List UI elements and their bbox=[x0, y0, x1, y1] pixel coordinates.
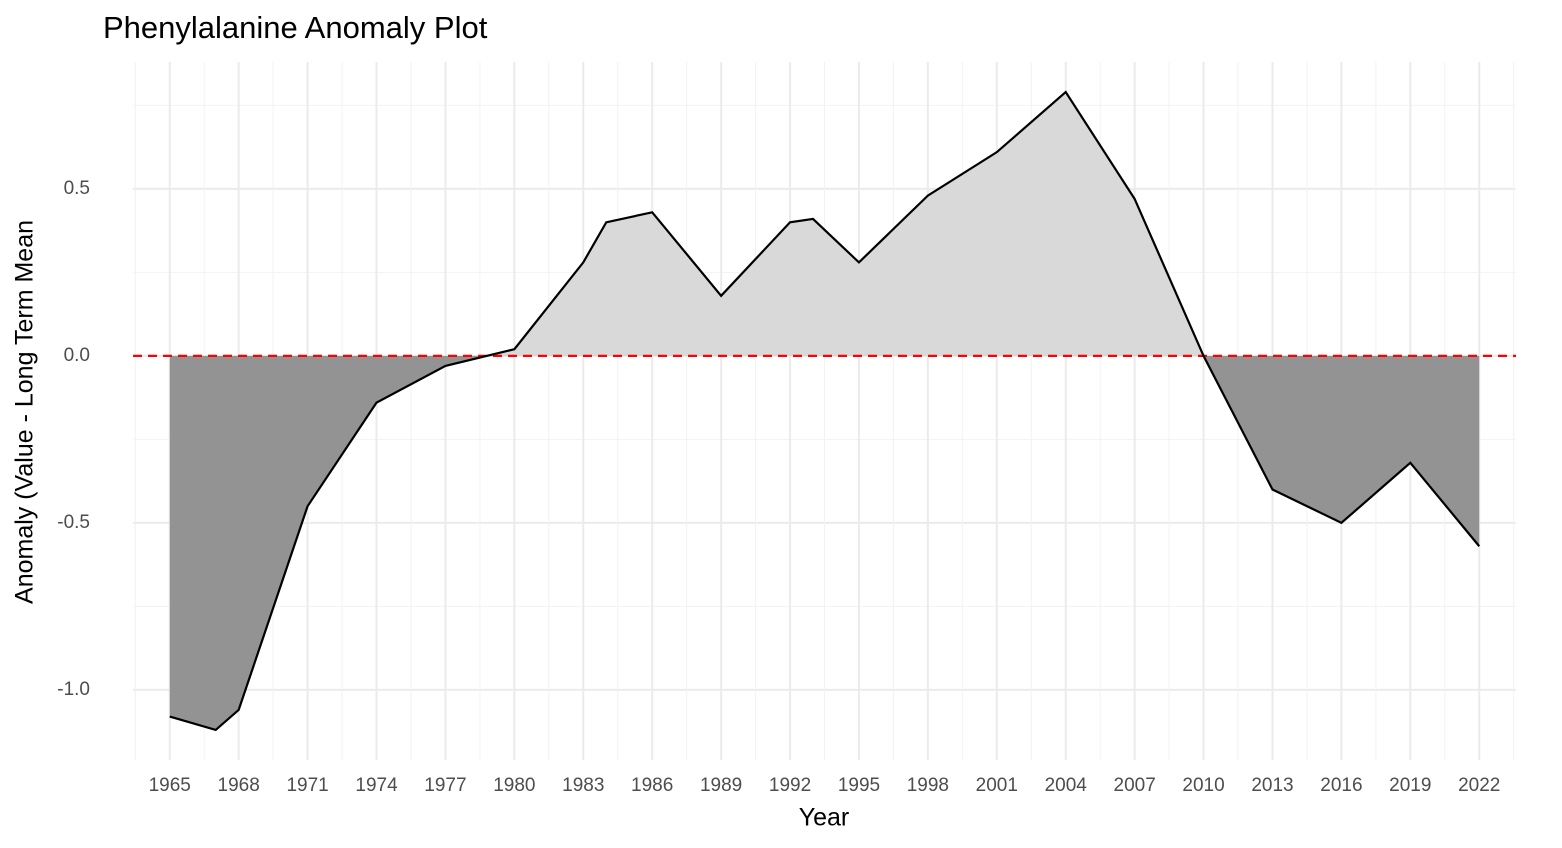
x-tick-label: 1989 bbox=[700, 775, 742, 796]
y-tick-label: -1.0 bbox=[57, 679, 90, 700]
x-tick-label: 1980 bbox=[493, 775, 535, 796]
x-axis-label: Year bbox=[799, 804, 850, 832]
y-tick-label: 0.5 bbox=[64, 178, 90, 199]
x-tick-label: 2016 bbox=[1320, 775, 1362, 796]
positive-area bbox=[486, 92, 1204, 356]
x-tick-label: 2019 bbox=[1389, 775, 1431, 796]
x-tick-label: 2007 bbox=[1114, 775, 1156, 796]
x-tick-label: 1986 bbox=[631, 775, 673, 796]
x-tick-label: 2004 bbox=[1045, 775, 1088, 796]
negative-area bbox=[169, 355, 1480, 730]
x-tick-label: 2013 bbox=[1251, 775, 1293, 796]
chart-title: Phenylalanine Anomaly Plot bbox=[103, 10, 488, 45]
x-tick-label: 1974 bbox=[355, 775, 398, 796]
x-tick-label: 2010 bbox=[1182, 775, 1224, 796]
x-tick-label: 2022 bbox=[1458, 775, 1500, 796]
x-tick-label: 1971 bbox=[286, 775, 328, 796]
x-tick-label: 1998 bbox=[907, 775, 949, 796]
x-tick-label: 2001 bbox=[976, 775, 1018, 796]
line bbox=[169, 90, 1481, 732]
y-tick-label: 0.0 bbox=[64, 345, 90, 366]
y-axis-label: Anomaly (Value - Long Term Mean bbox=[11, 220, 39, 604]
x-tick-label: 1992 bbox=[769, 775, 811, 796]
y-tick-label: -0.5 bbox=[57, 512, 90, 533]
x-tick-label: 1968 bbox=[218, 775, 260, 796]
x-tick-label: 1977 bbox=[424, 775, 466, 796]
x-tick-label: 1995 bbox=[838, 775, 880, 796]
x-tick-label: 1965 bbox=[149, 775, 191, 796]
x-tick-label: 1983 bbox=[562, 775, 604, 796]
